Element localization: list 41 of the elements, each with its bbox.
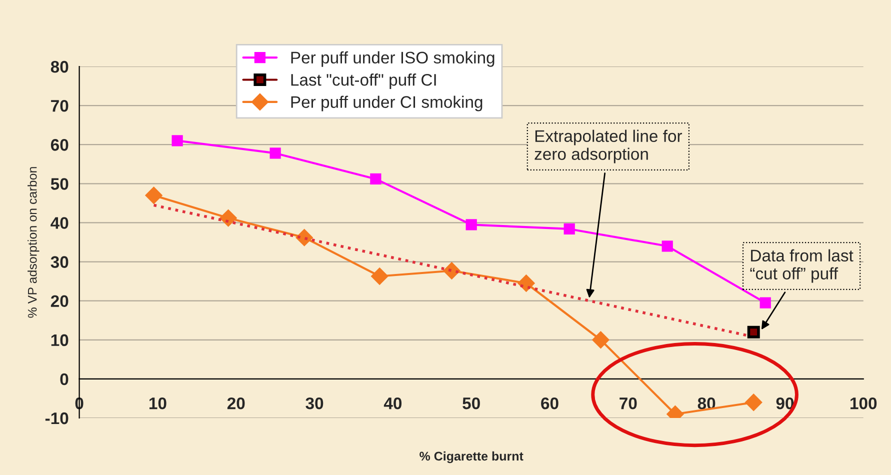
point (466, 219, 477, 230)
legend-label: Per puff under CI smoking (291, 96, 482, 112)
y-tick-label: 80 (50, 60, 68, 73)
y-tick-label: 40 (50, 217, 68, 229)
x-tick-label: 20 (227, 397, 245, 410)
y-tick-label: 20 (50, 295, 68, 308)
x-tick-label: 100 (850, 397, 877, 410)
point (592, 331, 610, 348)
point (270, 148, 281, 159)
y-tick-label: 70 (51, 100, 68, 112)
point (220, 209, 237, 227)
point (371, 268, 388, 285)
y-tick-label: 50 (50, 178, 68, 190)
y-tick-label: 30 (50, 256, 68, 268)
y-tick-label: 0 (60, 373, 68, 386)
legend-label: Last "cut-off" puff CI (291, 74, 436, 90)
point (370, 173, 382, 185)
x-tick-label: 40 (384, 397, 402, 410)
x-tick-label: 50 (462, 397, 480, 410)
point (564, 223, 575, 235)
x-axis-title: % Cigarette burnt (420, 451, 524, 464)
x-tick-label: 30 (306, 397, 324, 410)
x-tick-label: 60 (541, 397, 558, 410)
y-tick-label: 60 (50, 139, 68, 151)
point (662, 240, 673, 252)
x-tick-label: 80 (698, 397, 716, 410)
annotation: Data from last “cut off” puff (750, 249, 854, 283)
point (518, 274, 535, 292)
y-tick-label: 10 (51, 334, 68, 346)
legend-label: Per puff under ISO smoking (291, 51, 494, 67)
point (747, 326, 760, 338)
x-tick-label: 90 (776, 397, 794, 410)
point (745, 394, 762, 411)
x-tick-label: 10 (149, 397, 166, 410)
point (145, 186, 162, 204)
point (172, 135, 183, 146)
annotation: Extrapolated line for zero adsorption (534, 130, 682, 164)
point (760, 297, 771, 308)
x-tick-label: 70 (620, 397, 637, 410)
y-axis-title: % VP adsorption on carbon (28, 167, 40, 318)
y-tick-label: -10 (45, 412, 68, 424)
